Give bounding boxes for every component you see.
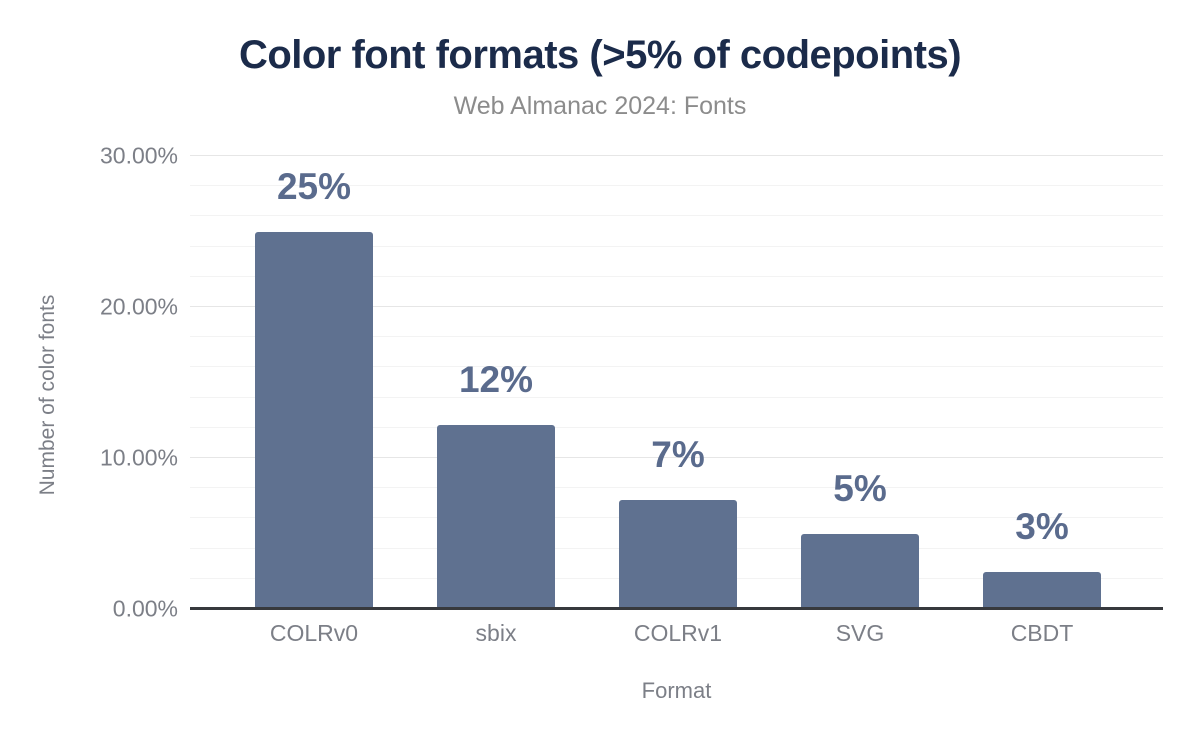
bar-SVG[interactable] xyxy=(801,533,919,609)
bar-slot-SVG: 5% xyxy=(769,156,951,609)
y-tick-20pct: 20.00% xyxy=(99,293,178,320)
gridline-22pct xyxy=(190,275,1163,277)
bar-value-label-sbix: 12% xyxy=(458,358,534,400)
gridline-24pct xyxy=(190,245,1163,247)
bars-container: 25% 12% 7% 5% 3% xyxy=(223,156,1133,609)
x-axis-line xyxy=(190,607,1163,610)
gridline-28pct xyxy=(190,185,1163,187)
x-label-CBDT: CBDT xyxy=(1010,620,1074,646)
gridline-8pct xyxy=(190,487,1163,489)
y-tick-10pct: 10.00% xyxy=(99,444,178,471)
plot-area: 25% 12% 7% 5% 3% xyxy=(190,155,1163,610)
y-axis-labels: 0.00% 10.00% 20.00% 30.00% xyxy=(0,144,178,620)
bar-value-label-CBDT: 3% xyxy=(1015,506,1069,548)
gridline-26pct xyxy=(190,215,1163,217)
bar-sbix[interactable] xyxy=(437,424,555,609)
x-label-SVG: SVG xyxy=(835,620,885,646)
chart-subtitle: Web Almanac 2024: Fonts xyxy=(453,92,747,120)
bar-slot-COLRv0: 25% xyxy=(223,156,405,609)
bar-value-label-SVG: 5% xyxy=(833,467,887,509)
bar-slot-COLRv1: 7% xyxy=(587,156,769,609)
x-label-COLRv0: COLRv0 xyxy=(269,620,359,646)
x-label-sbix: sbix xyxy=(475,620,517,646)
bar-value-label-COLRv0: 25% xyxy=(276,165,352,207)
bar-COLRv1[interactable] xyxy=(619,500,737,609)
bar-slot-CBDT: 3% xyxy=(951,156,1133,609)
x-axis-labels: COLRv0 sbix COLRv1 SVG CBDT xyxy=(223,620,1133,647)
y-tick-0pct: 0.00% xyxy=(112,595,178,622)
bar-slot-sbix: 12% xyxy=(405,156,587,609)
gridline-14pct xyxy=(190,396,1163,398)
x-label-COLRv1: COLRv1 xyxy=(633,620,723,646)
x-axis-title: Format xyxy=(641,678,712,703)
gridline-30pct xyxy=(190,155,1163,156)
gridline-20pct xyxy=(190,306,1163,308)
chart-title: Color font formats (>5% of codepoints) xyxy=(238,33,962,77)
bar-value-label-COLRv1: 7% xyxy=(651,434,705,476)
bar-CBDT[interactable] xyxy=(983,572,1101,609)
gridline-12pct xyxy=(190,426,1163,428)
gridline-18pct xyxy=(190,336,1163,338)
y-tick-30pct: 30.00% xyxy=(99,142,178,169)
gridline-16pct xyxy=(190,366,1163,368)
gridline-10pct xyxy=(190,457,1163,459)
bar-COLRv0[interactable] xyxy=(255,231,373,609)
